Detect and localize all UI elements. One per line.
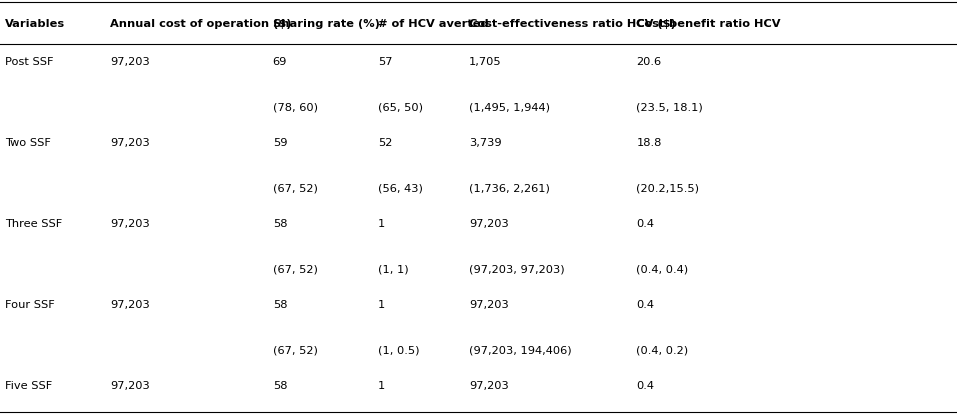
- Text: Variables: Variables: [5, 19, 65, 29]
- Text: 97,203: 97,203: [469, 381, 509, 391]
- Text: Four SSF: Four SSF: [5, 300, 55, 310]
- Text: Annual cost of operation ($): Annual cost of operation ($): [110, 19, 292, 29]
- Text: 97,203: 97,203: [110, 300, 150, 310]
- Text: (0.4, 0.4): (0.4, 0.4): [636, 264, 688, 274]
- Text: 1: 1: [378, 219, 386, 229]
- Text: (67, 52): (67, 52): [273, 345, 318, 355]
- Text: (1, 0.5): (1, 0.5): [378, 345, 419, 355]
- Text: 58: 58: [273, 300, 287, 310]
- Text: 97,203: 97,203: [110, 381, 150, 391]
- Text: 0.4: 0.4: [636, 300, 655, 310]
- Text: (1, 1): (1, 1): [378, 264, 409, 274]
- Text: (20.2,15.5): (20.2,15.5): [636, 183, 700, 193]
- Text: (65, 50): (65, 50): [378, 102, 423, 112]
- Text: 97,203: 97,203: [110, 138, 150, 148]
- Text: (67, 52): (67, 52): [273, 183, 318, 193]
- Text: (78, 60): (78, 60): [273, 102, 318, 112]
- Text: 20.6: 20.6: [636, 57, 661, 67]
- Text: (56, 43): (56, 43): [378, 183, 423, 193]
- Text: 97,203: 97,203: [110, 219, 150, 229]
- Text: (97,203, 194,406): (97,203, 194,406): [469, 345, 571, 355]
- Text: 69: 69: [273, 57, 287, 67]
- Text: 0.4: 0.4: [636, 219, 655, 229]
- Text: Post SSF: Post SSF: [5, 57, 54, 67]
- Text: # of HCV averted: # of HCV averted: [378, 19, 489, 29]
- Text: Cost-benefit ratio HCV: Cost-benefit ratio HCV: [636, 19, 781, 29]
- Text: 97,203: 97,203: [469, 300, 509, 310]
- Text: 1: 1: [378, 300, 386, 310]
- Text: 3,739: 3,739: [469, 138, 501, 148]
- Text: (1,495, 1,944): (1,495, 1,944): [469, 102, 550, 112]
- Text: 0.4: 0.4: [636, 381, 655, 391]
- Text: Three SSF: Three SSF: [5, 219, 62, 229]
- Text: 59: 59: [273, 138, 287, 148]
- Text: 58: 58: [273, 381, 287, 391]
- Text: Five SSF: Five SSF: [5, 381, 52, 391]
- Text: 52: 52: [378, 138, 392, 148]
- Text: (67, 52): (67, 52): [273, 264, 318, 274]
- Text: 58: 58: [273, 219, 287, 229]
- Text: (23.5, 18.1): (23.5, 18.1): [636, 102, 703, 112]
- Text: 97,203: 97,203: [469, 219, 509, 229]
- Text: 18.8: 18.8: [636, 138, 662, 148]
- Text: 1,705: 1,705: [469, 57, 501, 67]
- Text: (97,203, 97,203): (97,203, 97,203): [469, 264, 565, 274]
- Text: 57: 57: [378, 57, 392, 67]
- Text: 1: 1: [378, 381, 386, 391]
- Text: Two SSF: Two SSF: [5, 138, 51, 148]
- Text: (1,736, 2,261): (1,736, 2,261): [469, 183, 550, 193]
- Text: Cost-effectiveness ratio HCV ($): Cost-effectiveness ratio HCV ($): [469, 19, 676, 29]
- Text: 97,203: 97,203: [110, 57, 150, 67]
- Text: (0.4, 0.2): (0.4, 0.2): [636, 345, 688, 355]
- Text: Sharing rate (%): Sharing rate (%): [273, 19, 380, 29]
